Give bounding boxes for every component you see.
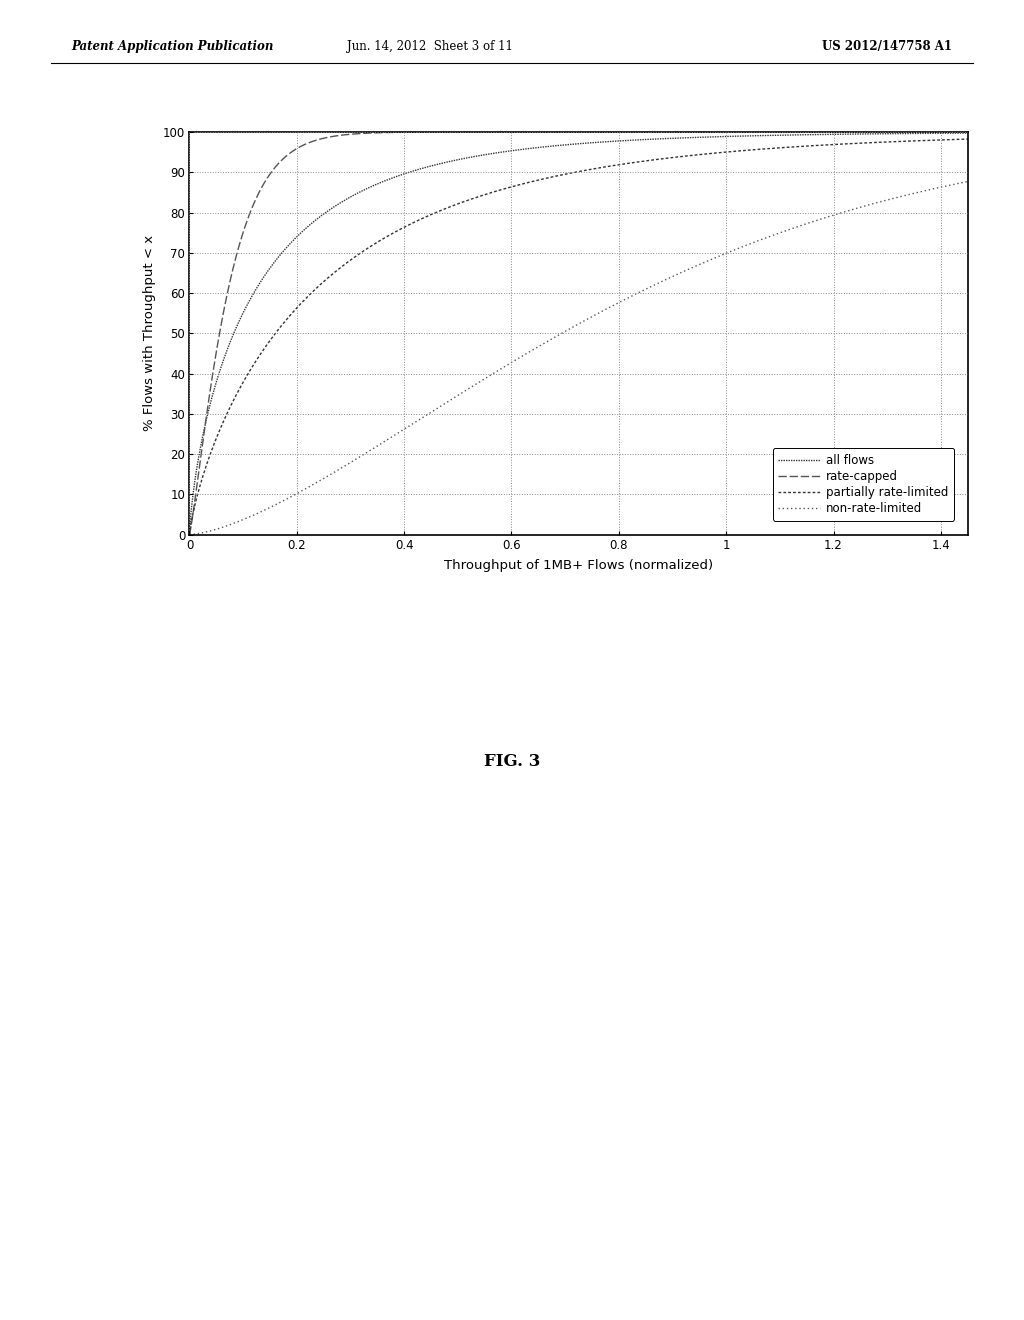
Line: all flows: all flows <box>189 133 994 535</box>
Text: US 2012/147758 A1: US 2012/147758 A1 <box>822 40 952 53</box>
rate-capped <box>201 403 213 418</box>
partially rate-limited <box>183 527 196 543</box>
partially rate-limited <box>988 131 1000 147</box>
non-rate-limited <box>988 169 1000 185</box>
rate-capped <box>255 181 267 197</box>
non-rate-limited <box>226 516 239 532</box>
partially rate-limited <box>201 455 213 471</box>
non-rate-limited <box>255 504 267 520</box>
all flows <box>482 147 495 162</box>
Line: non-rate-limited: non-rate-limited <box>189 177 994 535</box>
rate-capped <box>183 527 196 543</box>
rate-capped <box>988 124 1000 140</box>
Text: FIG. 3: FIG. 3 <box>483 752 541 770</box>
Text: Patent Application Publication: Patent Application Publication <box>72 40 274 53</box>
partially rate-limited <box>226 395 239 411</box>
Line: partially rate-limited: partially rate-limited <box>189 139 994 535</box>
all flows <box>988 125 1000 141</box>
Legend: all flows, rate-capped, partially rate-limited, non-rate-limited: all flows, rate-capped, partially rate-l… <box>772 447 954 520</box>
all flows <box>183 527 196 543</box>
rate-capped <box>983 124 995 140</box>
Line: rate-capped: rate-capped <box>189 132 994 535</box>
partially rate-limited <box>846 136 858 152</box>
non-rate-limited <box>201 524 213 540</box>
all flows <box>846 127 858 143</box>
X-axis label: Throughput of 1MB+ Flows (normalized): Throughput of 1MB+ Flows (normalized) <box>444 558 713 572</box>
rate-capped <box>482 124 495 140</box>
non-rate-limited <box>482 368 495 384</box>
all flows <box>201 408 213 424</box>
non-rate-limited <box>846 202 858 218</box>
non-rate-limited <box>667 268 679 284</box>
non-rate-limited <box>183 527 196 543</box>
partially rate-limited <box>255 346 267 362</box>
rate-capped <box>226 263 239 279</box>
partially rate-limited <box>482 186 495 202</box>
all flows <box>226 329 239 345</box>
all flows <box>255 273 267 289</box>
Y-axis label: % Flows with Throughput < x: % Flows with Throughput < x <box>143 235 156 432</box>
Text: Jun. 14, 2012  Sheet 3 of 11: Jun. 14, 2012 Sheet 3 of 11 <box>347 40 513 53</box>
all flows <box>667 131 679 147</box>
rate-capped <box>667 124 679 140</box>
partially rate-limited <box>667 149 679 165</box>
rate-capped <box>846 124 858 140</box>
